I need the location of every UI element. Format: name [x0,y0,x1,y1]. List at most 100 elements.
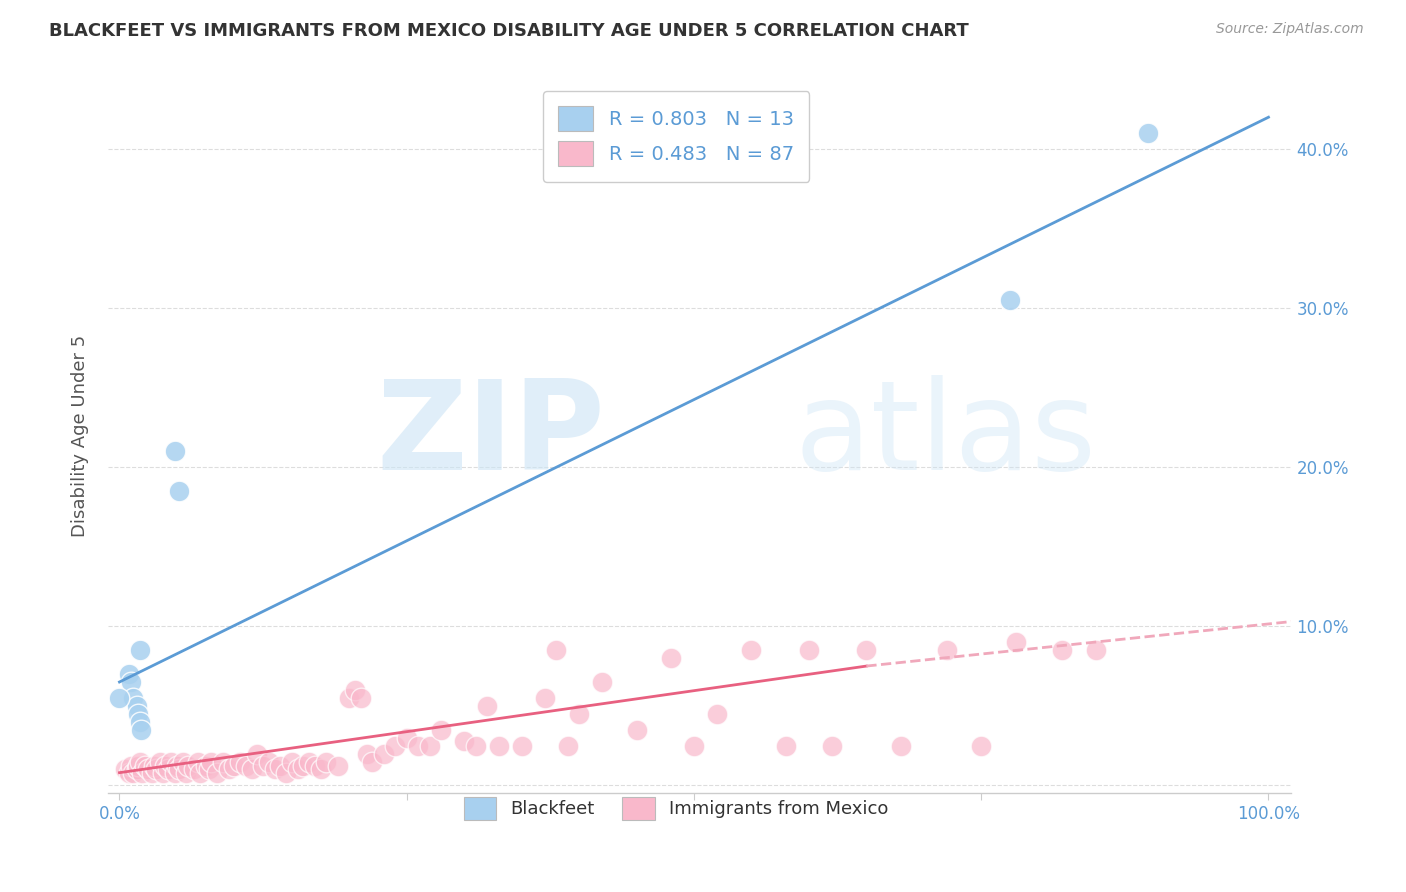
Point [356,747,378,761]
Point [257,755,280,769]
Point [315,755,337,769]
Point [683,739,706,753]
Point [118,765,141,780]
Point [935,643,957,657]
Point [533,690,555,705]
Point [475,698,498,713]
Point [304,759,326,773]
Point [281,755,304,769]
Point [998,293,1021,308]
Point [488,739,510,753]
Text: atlas: atlas [794,375,1097,496]
Point [546,643,568,657]
Point [1085,643,1108,657]
Point [1050,643,1073,657]
Point [1136,126,1159,140]
Point [274,765,297,780]
Point [218,763,240,777]
Point [269,759,291,773]
Point [384,739,406,753]
Point [246,747,269,761]
Point [129,643,152,657]
Point [183,763,205,777]
Point [122,690,145,705]
Point [1004,635,1026,649]
Point [167,763,190,777]
Point [224,759,246,773]
Point [131,723,153,737]
Text: Source: ZipAtlas.com: Source: ZipAtlas.com [1216,22,1364,37]
Point [127,706,149,721]
Point [361,755,384,769]
Text: ZIP: ZIP [377,375,605,496]
Point [152,765,174,780]
Point [120,675,142,690]
Point [292,759,315,773]
Point [174,765,197,780]
Point [122,765,145,780]
Point [160,755,183,769]
Point [198,763,221,777]
Point [395,731,418,745]
Point [626,723,648,737]
Point [129,714,152,729]
Point [120,759,142,773]
Point [263,763,285,777]
Point [134,759,156,773]
Point [205,765,228,780]
Point [740,643,762,657]
Point [141,765,163,780]
Point [125,698,148,713]
Point [149,755,172,769]
Point [706,706,728,721]
Point [235,759,257,773]
Point [200,755,222,769]
Point [453,734,475,748]
Point [142,759,165,773]
Point [855,643,877,657]
Point [167,484,190,499]
Point [177,759,200,773]
Point [125,763,148,777]
Point [229,755,252,769]
Point [108,690,131,705]
Point [557,739,579,753]
Point [212,755,235,769]
Point [344,682,367,697]
Point [775,739,797,753]
Point [326,759,349,773]
Point [373,747,395,761]
Point [240,763,263,777]
Point [406,739,429,753]
Point [568,706,591,721]
Point [298,755,321,769]
Point [163,444,186,458]
Point [309,763,332,777]
Point [350,690,373,705]
Point [510,739,533,753]
Point [419,739,441,753]
Point [127,759,149,773]
Point [131,765,153,780]
Point [163,765,186,780]
Point [430,723,453,737]
Point [118,667,141,681]
Point [591,675,613,690]
Point [166,759,188,773]
Text: BLACKFEET VS IMMIGRANTS FROM MEXICO DISABILITY AGE UNDER 5 CORRELATION CHART: BLACKFEET VS IMMIGRANTS FROM MEXICO DISA… [49,22,969,40]
Point [114,763,136,777]
Point [797,643,820,657]
Point [145,763,167,777]
Point [194,759,217,773]
Point [188,765,211,780]
Point [156,763,179,777]
Point [252,759,274,773]
Point [187,755,209,769]
Point [172,755,194,769]
Point [464,739,486,753]
Point [337,690,360,705]
Point [970,739,993,753]
Point [136,763,159,777]
Point [659,651,682,665]
Point [890,739,912,753]
